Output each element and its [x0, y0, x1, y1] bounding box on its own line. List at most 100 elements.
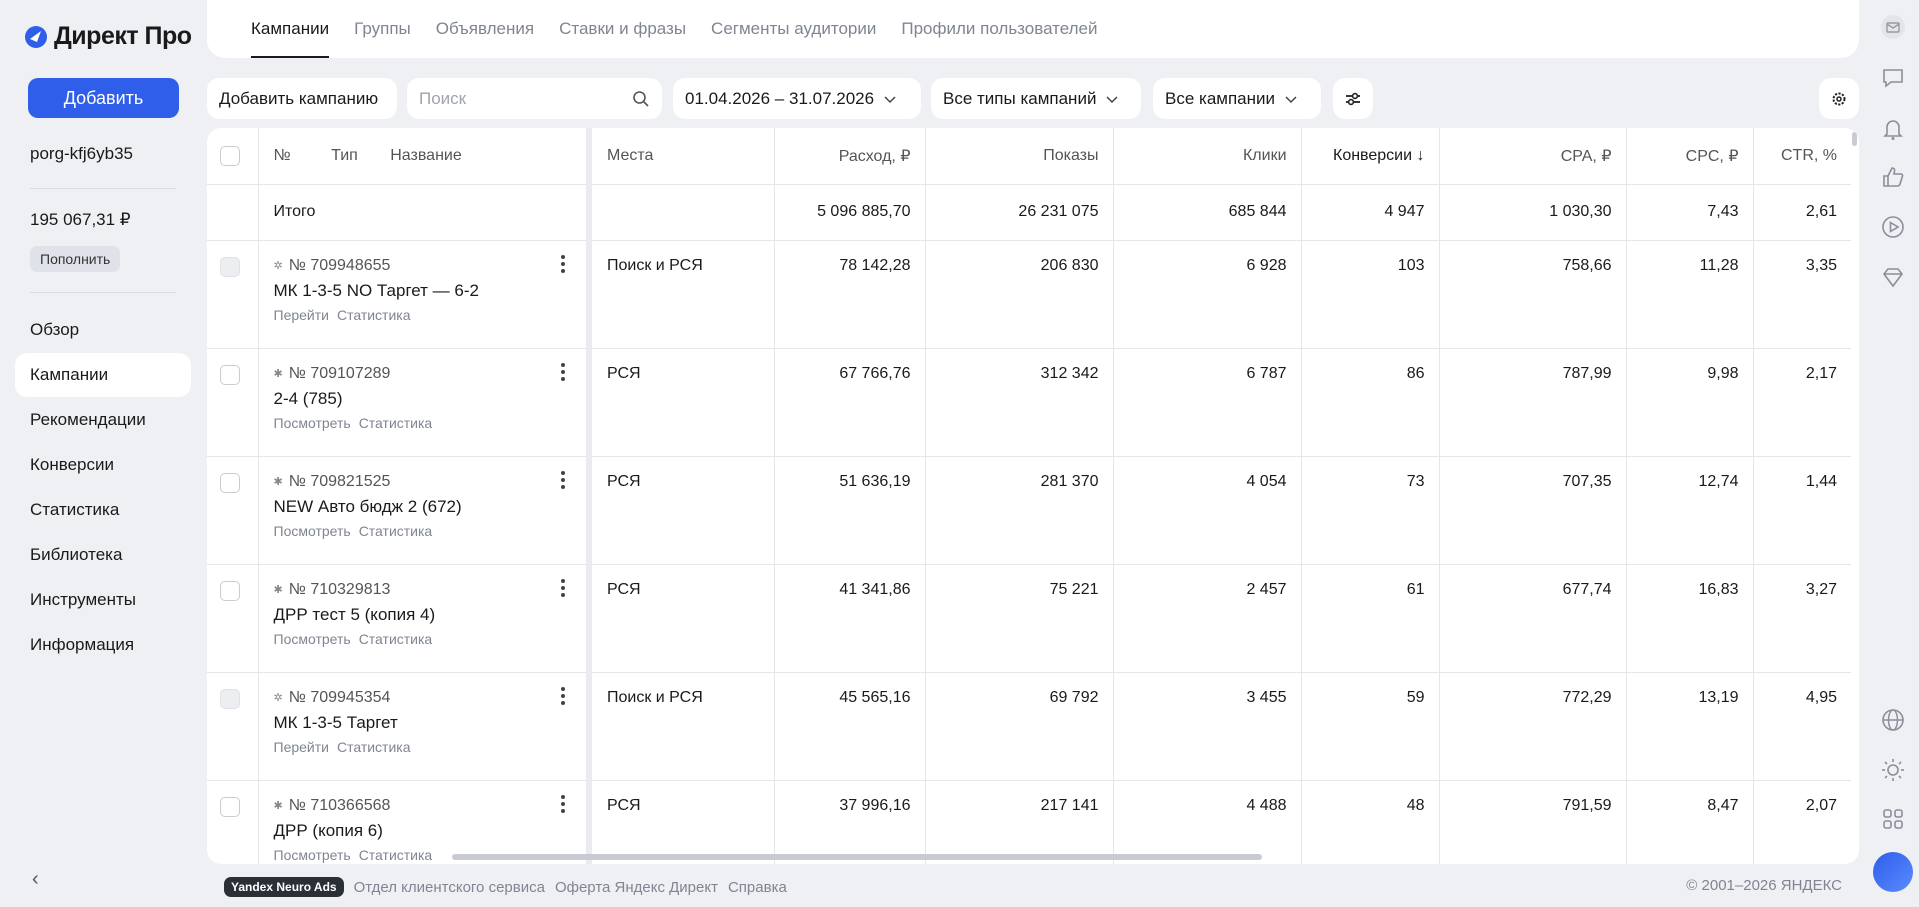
nav-item-overview[interactable]: Обзор [30, 320, 80, 339]
nav-item-tools[interactable]: Инструменты [30, 590, 137, 609]
tab-ads[interactable]: Объявления [435, 19, 535, 38]
header-shows[interactable]: Показы [924, 128, 1113, 185]
logo[interactable]: Директ Про [24, 22, 192, 51]
row-checkbox[interactable] [220, 364, 240, 385]
stats-link[interactable]: Статистика [336, 306, 411, 323]
cpc-cell: 11,28 [1625, 240, 1753, 349]
search-network-icon: ✲ [273, 692, 283, 704]
footer-link-offer[interactable]: Оферта Яндекс Директ [554, 878, 718, 896]
diamond-icon[interactable] [1880, 264, 1906, 290]
nav-item-campaigns[interactable]: Кампании [15, 353, 191, 397]
header-name[interactable]: Название [390, 146, 462, 164]
more-icon[interactable] [560, 578, 566, 597]
stats-link[interactable]: Статистика [336, 738, 411, 755]
chat-icon[interactable] [1880, 65, 1906, 91]
cpa-cell: 677,74 [1438, 564, 1626, 673]
nav-item-library[interactable]: Библиотека [30, 545, 123, 564]
more-icon[interactable] [560, 362, 566, 381]
date-range-select[interactable]: 01.04.2026 – 31.07.2026 [673, 78, 921, 119]
avatar[interactable] [1873, 852, 1913, 892]
campaign-id[interactable]: № 710329813 [288, 580, 391, 598]
campaign-name[interactable]: NEW Авто бюдж 2 (672) [273, 496, 462, 516]
search-icon [633, 90, 649, 107]
add-campaign-button[interactable]: Добавить кампанию [207, 78, 397, 119]
campaign-name[interactable]: ДРР тест 5 (копия 4) [273, 604, 436, 624]
view-link[interactable]: Посмотреть [273, 522, 351, 539]
header-conversions[interactable]: Конверсии ↓ [1300, 128, 1439, 185]
apps-icon[interactable] [1880, 806, 1906, 832]
stats-link[interactable]: Статистика [358, 522, 433, 539]
row-checkbox[interactable] [220, 688, 240, 709]
view-link[interactable]: Посмотреть [273, 846, 351, 863]
more-icon[interactable] [560, 470, 566, 489]
view-link[interactable]: Посмотреть [273, 630, 351, 647]
campaigns-select[interactable]: Все кампании [1153, 78, 1321, 119]
header-clicks[interactable]: Клики [1112, 128, 1301, 185]
nav-item-conversions[interactable]: Конверсии [30, 455, 114, 474]
campaign-id[interactable]: № 709107289 [288, 364, 391, 382]
header-cpa[interactable]: CPA, ₽ [1438, 128, 1626, 185]
collapse-sidebar-icon[interactable]: ‹ [32, 868, 39, 890]
nav-item-info[interactable]: Информация [30, 635, 135, 654]
campaign-links: Посмотреть Статистика [274, 631, 587, 647]
tab-campaigns[interactable]: Кампании [251, 0, 330, 58]
view-link[interactable]: Посмотреть [273, 414, 351, 431]
play-icon[interactable] [1880, 214, 1906, 240]
account-login[interactable]: porg-kfj6yb35 [30, 144, 134, 163]
header-no[interactable]: № [273, 146, 291, 164]
campaign-cell: ✲ № 709945354 МК 1-3-5 Таргет Перейти Стат… [257, 672, 589, 781]
stats-link[interactable]: Статистика [358, 846, 433, 863]
campaign-types-select[interactable]: Все типы кампаний [931, 78, 1141, 119]
row-checkbox[interactable] [220, 580, 240, 601]
goto-link[interactable]: Перейти [273, 738, 329, 755]
filters-button[interactable] [1333, 78, 1373, 119]
more-icon[interactable] [560, 254, 566, 273]
header-cost[interactable]: Расход, ₽ [773, 128, 925, 185]
campaign-name[interactable]: МК 1-3-5 Таргет [273, 712, 398, 732]
search-input[interactable]: Поиск [407, 78, 662, 119]
neuro-ads-badge[interactable]: Yandex Neuro Ads [224, 877, 344, 897]
row-checkbox[interactable] [220, 796, 240, 817]
tab-bids[interactable]: Ставки и фразы [559, 19, 687, 38]
nav-item-statistics[interactable]: Статистика [30, 500, 120, 519]
sun-icon[interactable] [1880, 757, 1906, 783]
tab-groups[interactable]: Группы [354, 19, 411, 38]
thumb-up-icon[interactable] [1880, 164, 1906, 190]
mail-icon[interactable] [1880, 14, 1906, 40]
tab-profiles[interactable]: Профили пользователей [901, 19, 1098, 38]
horizontal-scrollbar[interactable] [452, 854, 1262, 860]
footer-link-support[interactable]: Отдел клиентского сервиса [353, 878, 545, 896]
header-places[interactable]: Места [586, 128, 774, 185]
total-cpc: 7,43 [1625, 184, 1753, 241]
vertical-scrollbar[interactable] [1852, 132, 1857, 146]
add-button[interactable]: Добавить [28, 78, 179, 118]
campaign-id[interactable]: № 709948655 [288, 256, 391, 274]
campaign-id[interactable]: № 710366568 [288, 796, 391, 814]
campaign-name[interactable]: 2-4 (785) [273, 388, 343, 408]
more-icon[interactable] [560, 794, 566, 813]
nav-item-recommendations[interactable]: Рекомендации [30, 410, 146, 429]
search-placeholder: Поиск [419, 88, 467, 108]
campaign-name[interactable]: МК 1-3-5 NO Таргет — 6-2 [273, 280, 479, 300]
row-checkbox[interactable] [220, 472, 240, 493]
footer-link-help[interactable]: Справка [727, 878, 787, 896]
stats-link[interactable]: Статистика [358, 414, 433, 431]
row-checkbox[interactable] [220, 256, 240, 277]
header-type[interactable]: Тип [331, 146, 358, 164]
table-settings-button[interactable] [1819, 78, 1859, 119]
globe-icon[interactable] [1880, 707, 1906, 733]
goto-link[interactable]: Перейти [273, 306, 329, 323]
campaign-name[interactable]: ДРР (копия 6) [273, 820, 383, 840]
stats-link[interactable]: Статистика [358, 630, 433, 647]
select-all-checkbox[interactable] [220, 145, 240, 166]
topup-button[interactable]: Пополнить [30, 246, 121, 272]
tab-segments[interactable]: Сегменты аудитории [711, 19, 877, 38]
header-cpc[interactable]: CPC, ₽ [1625, 128, 1753, 185]
header-ctr[interactable]: CTR, % [1752, 128, 1851, 185]
shows-cell: 75 221 [924, 564, 1113, 673]
more-icon[interactable] [560, 686, 566, 705]
campaign-id[interactable]: № 709945354 [288, 688, 391, 706]
sliders-icon [1346, 92, 1360, 105]
bell-icon[interactable] [1880, 116, 1906, 142]
campaign-id[interactable]: № 709821525 [288, 472, 391, 490]
